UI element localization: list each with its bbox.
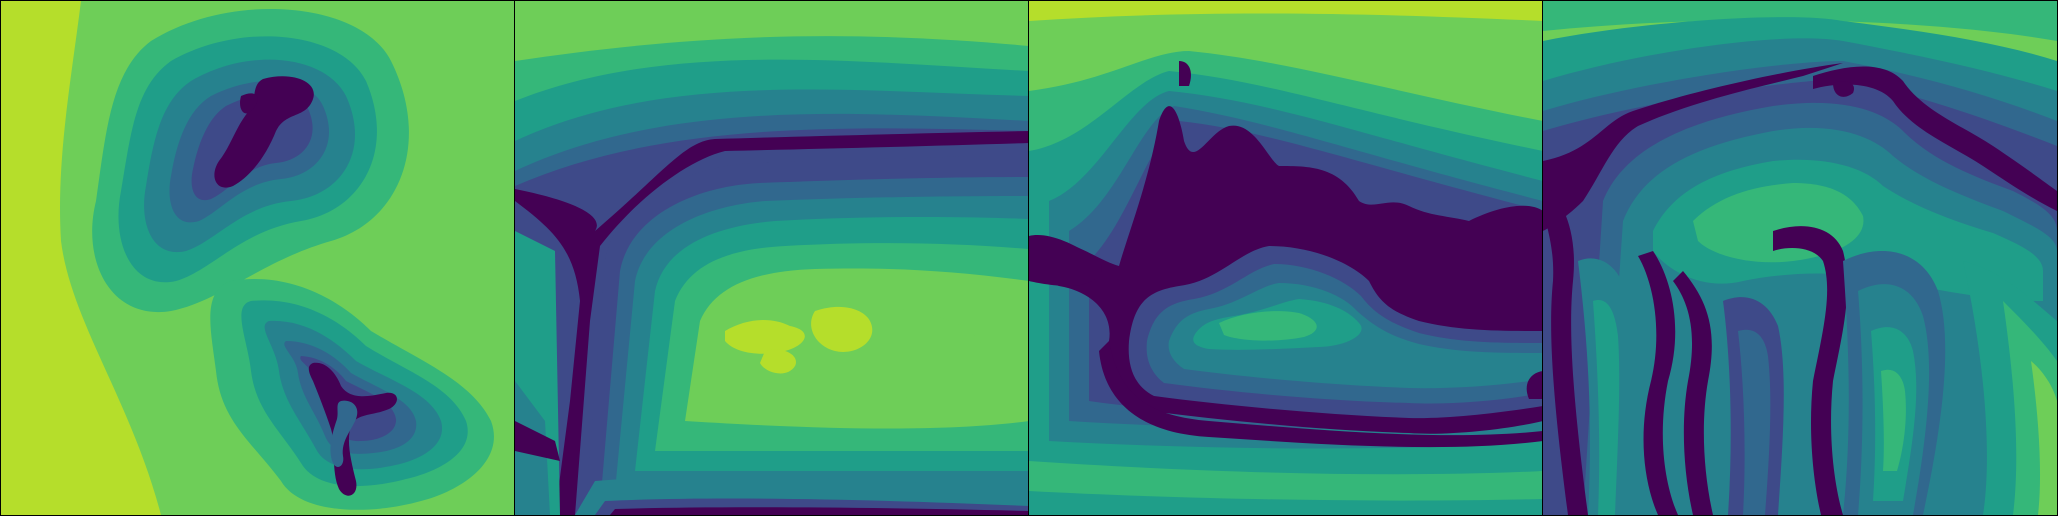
distance-field-boat-contour-icon bbox=[1029, 1, 1543, 515]
distance-field-arch-network-icon bbox=[1543, 1, 2057, 515]
left-far-band bbox=[1, 1, 161, 515]
distance-field-panel-4 bbox=[1542, 0, 2058, 516]
distance-field-t-junction-ring-icon bbox=[515, 1, 1029, 515]
distance-field-panel-1 bbox=[0, 0, 516, 516]
lower-island-bands bbox=[210, 279, 494, 510]
upper-island-bands bbox=[92, 8, 409, 313]
distance-field-panel-3 bbox=[1028, 0, 1544, 516]
distance-field-two-islands-icon bbox=[1, 1, 515, 515]
distance-field-panel-2 bbox=[514, 0, 1030, 516]
